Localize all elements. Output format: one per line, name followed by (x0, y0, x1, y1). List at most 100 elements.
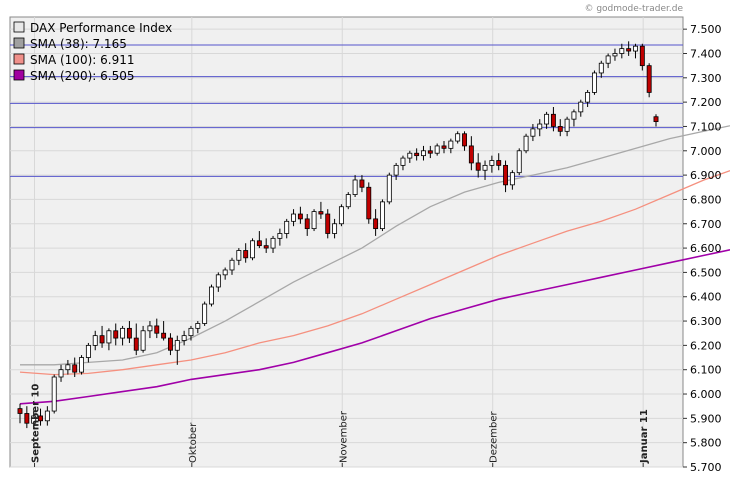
month-label: Januar 11 (639, 409, 650, 464)
candle (79, 355, 84, 375)
candle (161, 321, 167, 341)
candle-body (92, 335, 98, 346)
candle (639, 43, 645, 71)
y-tick-label: 7.100 (690, 120, 722, 133)
candle-body (256, 240, 262, 247)
candle-body (140, 330, 146, 351)
candle-body (400, 157, 406, 166)
candle (489, 155, 495, 173)
candle (386, 172, 392, 205)
candle-body (605, 55, 611, 64)
candle (243, 243, 249, 263)
candle-body (386, 174, 392, 203)
candle-body (407, 152, 413, 159)
candle-body (236, 250, 242, 261)
candle-body (99, 335, 105, 344)
candle-body (38, 415, 43, 422)
candle-body (195, 323, 201, 329)
candle-body (379, 201, 385, 230)
candle (236, 248, 242, 266)
candle (24, 406, 30, 429)
watermark: © godmode-trader.de (584, 4, 683, 14)
candle (468, 136, 474, 171)
candle (448, 138, 454, 154)
candle-body (345, 194, 351, 208)
candle-body (133, 337, 139, 351)
candle-body (85, 344, 91, 358)
candle (222, 267, 228, 280)
candle-body (462, 133, 467, 147)
candle-body (366, 186, 372, 220)
candle-body (188, 327, 194, 337)
candle (256, 231, 262, 249)
candle-body (58, 369, 64, 378)
candle (92, 330, 98, 351)
candle (147, 321, 153, 339)
candle (202, 301, 208, 326)
candle (557, 119, 563, 137)
candle-body (338, 206, 344, 225)
legend-label: SMA (38): 7.165 (30, 37, 127, 51)
candle-body (434, 145, 440, 154)
legend-label: DAX Performance Index (30, 21, 172, 35)
candle-body (489, 160, 495, 166)
candle-body (304, 218, 310, 230)
legend-label: SMA (100): 6.911 (30, 53, 134, 67)
horizontal-lines (10, 44, 683, 177)
y-axis-ticks: 7.500 7.400 7.300 7.200 7.100 7.000 6.900 6.800… (683, 23, 722, 474)
legend-swatch (13, 53, 25, 65)
candle-body (585, 92, 591, 103)
candle-body (537, 123, 543, 130)
candle (496, 153, 502, 171)
candle-body (598, 62, 604, 74)
candle (140, 325, 146, 353)
candle-body (516, 150, 522, 174)
candle-body (482, 164, 488, 171)
candle-body (181, 335, 187, 341)
month-label: September 10 (31, 384, 42, 463)
plot-area (9, 16, 684, 468)
y-tick-label: 5.900 (690, 412, 722, 425)
candle (85, 342, 91, 363)
candle (113, 323, 119, 346)
candle-body (154, 325, 160, 334)
candle-body (126, 327, 132, 339)
candle-body (373, 218, 379, 230)
candle (72, 357, 78, 377)
y-tick-label: 6.300 (690, 315, 722, 328)
y-tick-label: 6.200 (690, 339, 722, 352)
candle-body (496, 160, 502, 166)
candle-body (550, 113, 556, 127)
candle (564, 116, 570, 137)
y-tick-label: 7.200 (690, 96, 722, 109)
candle (188, 325, 194, 341)
candle (400, 155, 406, 171)
candle (318, 201, 324, 219)
candle (120, 325, 126, 346)
candle (99, 325, 105, 348)
candle-body (544, 113, 550, 125)
candle (598, 60, 604, 78)
candle (373, 209, 379, 236)
candle (167, 333, 173, 356)
y-tick-label: 6.500 (690, 266, 722, 279)
candle-body (291, 213, 296, 222)
candle (475, 153, 481, 178)
candle (195, 321, 201, 334)
candle-body (646, 65, 652, 93)
candle (338, 204, 344, 227)
month-label: Oktober (188, 422, 199, 463)
candle (352, 175, 358, 197)
candle (325, 209, 331, 239)
candle (523, 133, 529, 154)
candle (592, 70, 597, 95)
candle (270, 235, 276, 253)
y-tick-label: 6.800 (690, 193, 722, 206)
candle (181, 330, 187, 346)
candle-body (215, 274, 221, 288)
candle-body (297, 213, 303, 220)
candle (421, 145, 426, 161)
candle-body (571, 111, 577, 120)
candle (366, 182, 372, 224)
